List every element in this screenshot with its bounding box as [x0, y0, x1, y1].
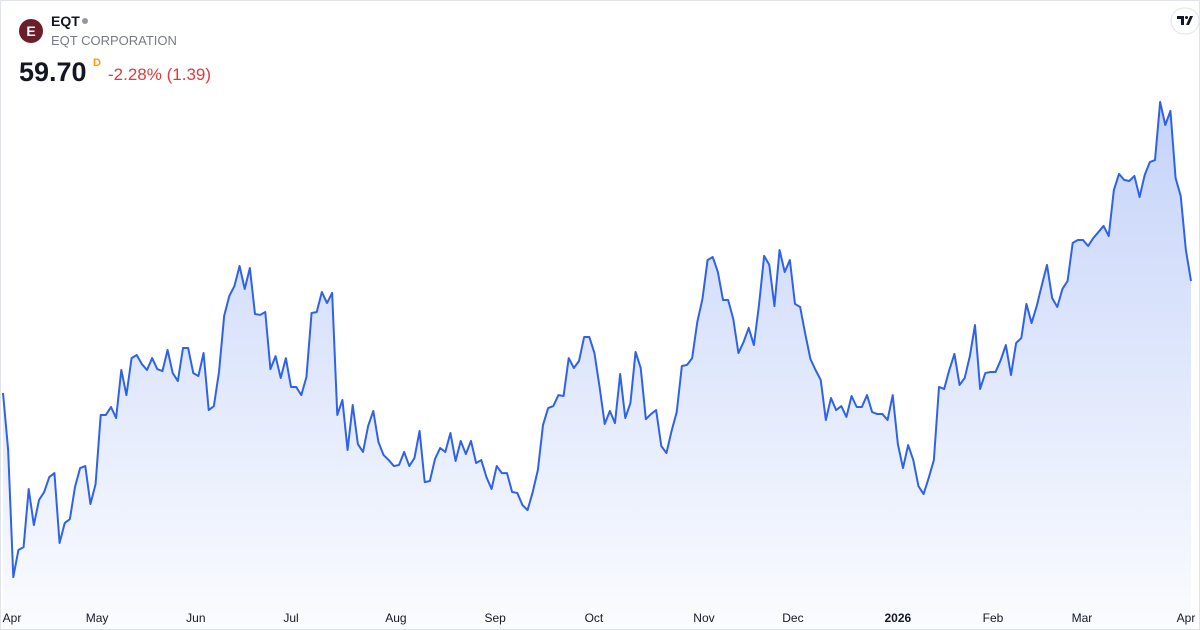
area-fill: [3, 101, 1191, 630]
tv-logo-mark: [1177, 16, 1193, 25]
interval: D: [93, 57, 101, 69]
change: -2.28% (1.39): [108, 65, 211, 84]
company-name: EQT CORPORATION: [51, 33, 177, 48]
tv-logo-bg: [1170, 7, 1200, 35]
tv-logo-dot: [1185, 16, 1188, 19]
logo-letter: E: [26, 23, 35, 39]
status-dot: [82, 18, 88, 24]
price: 59.70: [19, 57, 87, 87]
tv-logo[interactable]: [1170, 7, 1200, 35]
change-percent: -2.28%: [108, 65, 162, 84]
change-abs: (1.39): [167, 65, 211, 84]
logo: [19, 19, 43, 43]
price-line: [2, 100, 1192, 579]
symbol[interactable]: EQT: [51, 13, 80, 29]
